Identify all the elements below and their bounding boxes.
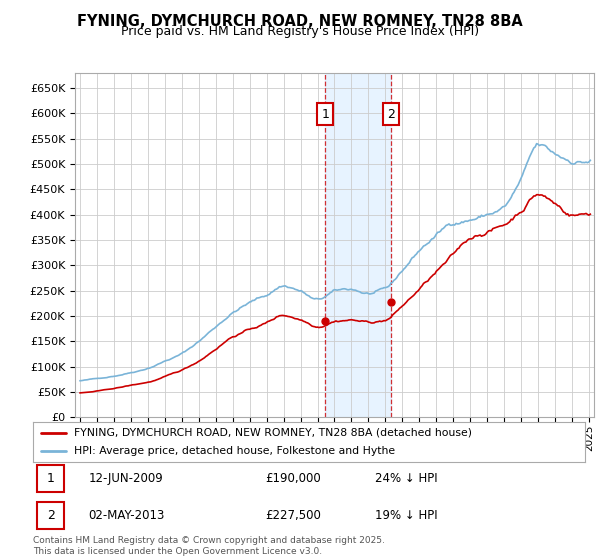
Text: 24% ↓ HPI: 24% ↓ HPI (375, 473, 438, 486)
Text: 19% ↓ HPI: 19% ↓ HPI (375, 508, 438, 521)
Text: 02-MAY-2013: 02-MAY-2013 (88, 508, 164, 521)
FancyBboxPatch shape (37, 465, 64, 492)
Text: 2: 2 (387, 108, 395, 120)
Text: 2: 2 (47, 508, 55, 521)
Text: FYNING, DYMCHURCH ROAD, NEW ROMNEY, TN28 8BA (detached house): FYNING, DYMCHURCH ROAD, NEW ROMNEY, TN28… (74, 428, 472, 437)
Text: 1: 1 (321, 108, 329, 120)
Text: Contains HM Land Registry data © Crown copyright and database right 2025.
This d: Contains HM Land Registry data © Crown c… (33, 536, 385, 556)
Bar (325, 73, 391, 417)
Text: Price paid vs. HM Land Registry's House Price Index (HPI): Price paid vs. HM Land Registry's House … (121, 25, 479, 38)
Text: FYNING, DYMCHURCH ROAD, NEW ROMNEY, TN28 8BA: FYNING, DYMCHURCH ROAD, NEW ROMNEY, TN28… (77, 14, 523, 29)
Text: 1: 1 (47, 473, 55, 486)
FancyBboxPatch shape (37, 502, 64, 529)
Text: £190,000: £190,000 (265, 473, 320, 486)
Text: HPI: Average price, detached house, Folkestone and Hythe: HPI: Average price, detached house, Folk… (74, 446, 395, 456)
Text: £227,500: £227,500 (265, 508, 321, 521)
Text: 12-JUN-2009: 12-JUN-2009 (88, 473, 163, 486)
